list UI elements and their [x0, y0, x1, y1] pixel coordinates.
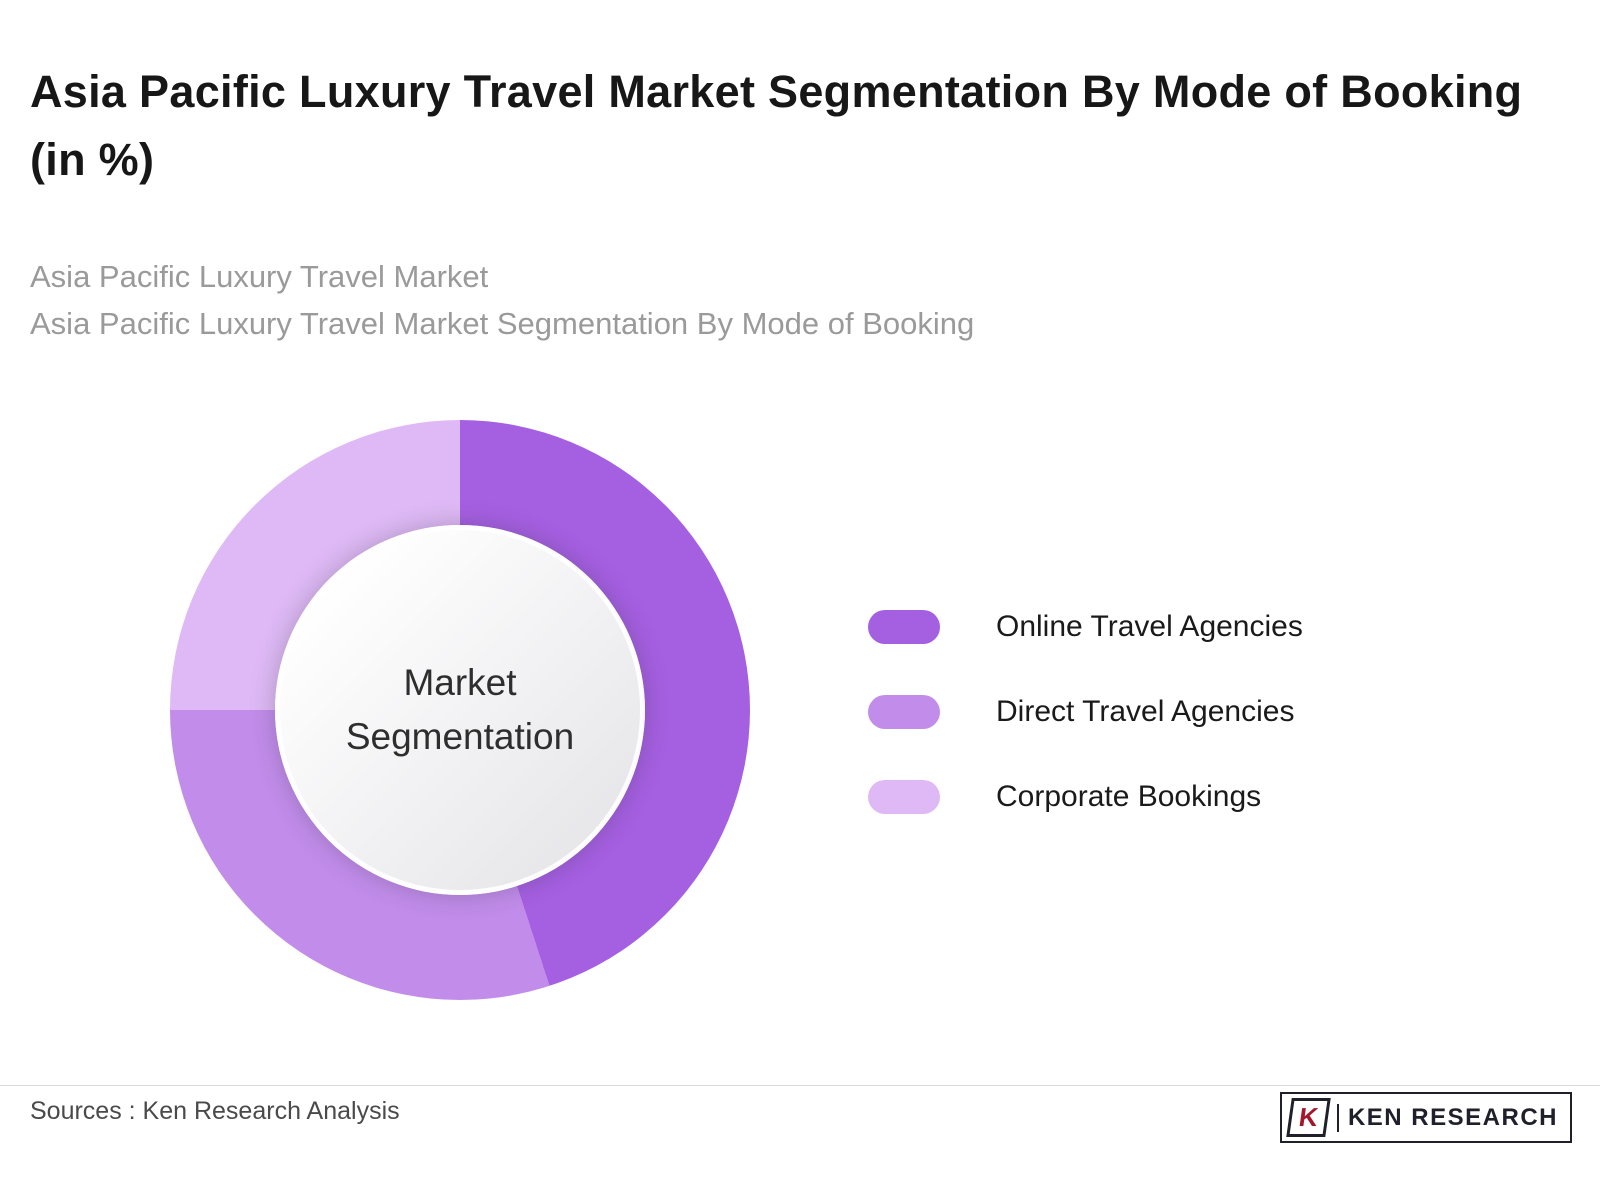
subtitle-line-1: Asia Pacific Luxury Travel Market	[30, 259, 489, 294]
legend-swatch-direct-travel-agencies	[868, 695, 940, 729]
legend-label: Corporate Bookings	[996, 780, 1262, 813]
donut-center: Market Segmentation	[275, 525, 645, 895]
legend-swatch-online-travel-agencies	[868, 610, 940, 644]
ken-research-logo: K KEN RESEARCH	[1279, 1092, 1572, 1143]
legend-label: Direct Travel Agencies	[996, 695, 1295, 728]
legend-item-corporate-bookings: Corporate Bookings	[868, 780, 1303, 814]
page-title: Asia Pacific Luxury Travel Market Segmen…	[30, 66, 1523, 185]
legend-swatch-corporate-bookings	[868, 780, 940, 814]
ken-research-k-icon: K	[1286, 1098, 1331, 1137]
footer-divider	[0, 1085, 1600, 1086]
logo-divider	[1336, 1103, 1339, 1132]
legend-label: Online Travel Agencies	[996, 610, 1303, 643]
subtitle-line-2: Asia Pacific Luxury Travel Market Segmen…	[30, 305, 975, 341]
chart-subtitle: Asia Pacific Luxury Travel Market Asia P…	[30, 254, 1430, 347]
legend-item-direct-travel-agencies: Direct Travel Agencies	[868, 695, 1303, 729]
legend-item-online-travel-agencies: Online Travel Agencies	[868, 610, 1303, 644]
source-attribution: Sources : Ken Research Analysis	[30, 1097, 400, 1125]
chart-legend: Online Travel Agencies Direct Travel Age…	[868, 610, 1303, 865]
chart-area: Market Segmentation Online Travel Agenci…	[0, 380, 1600, 1060]
donut-center-label: Market Segmentation	[345, 662, 575, 757]
ken-research-wordmark: KEN RESEARCH	[1347, 1103, 1558, 1131]
